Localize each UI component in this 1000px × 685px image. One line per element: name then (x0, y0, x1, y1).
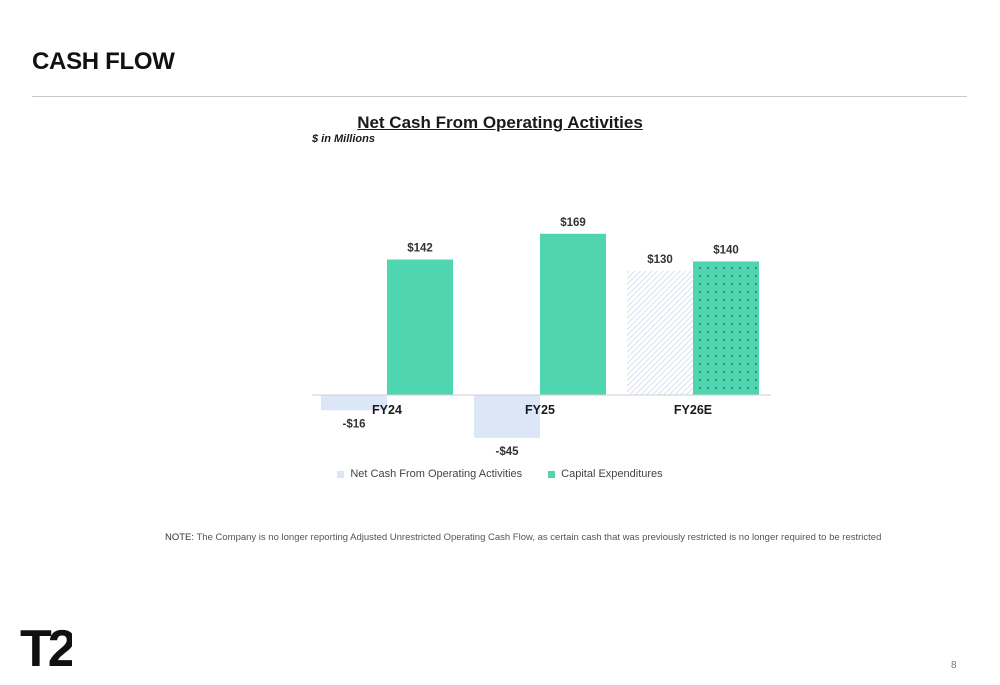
legend-label-operating: Net Cash From Operating Activities (350, 468, 523, 480)
data-label-operating-fy25: -$45 (495, 446, 519, 458)
legend-swatch-capex (548, 470, 556, 478)
bar-operating-fy24 (321, 395, 387, 411)
legend-item-operating: Net Cash From Operating Activities (337, 468, 522, 480)
bar-capex-fy24 (387, 259, 453, 395)
title-divider (32, 96, 967, 97)
data-label-operating-fy24: -$16 (342, 418, 365, 430)
bar-operating-fy26e (627, 270, 693, 395)
page-title: CASH FLOW (32, 48, 175, 75)
chart-title: Net Cash From Operating Activities (357, 113, 643, 132)
x-tick-label-fy25: FY25 (525, 403, 555, 417)
bar-capex-fy25 (540, 233, 606, 395)
t2-logo: T2 (20, 620, 72, 668)
legend-label-capex: Capital Expenditures (561, 468, 663, 480)
legend-item-capex: Capital Expenditures (548, 468, 663, 480)
bar-capex-fy26e (693, 261, 759, 395)
footnote-text: The Company is no longer reporting Adjus… (196, 532, 882, 543)
x-tick-label-fy24: FY24 (372, 403, 402, 417)
page-number: 8 (951, 660, 957, 671)
bar-operating-fy25 (474, 395, 540, 438)
data-label-capex-fy26e: $140 (713, 244, 739, 256)
logo-text: T2 (20, 620, 72, 668)
data-label-capex-fy25: $169 (560, 217, 586, 229)
footnote: NOTE: The Company is no longer reporting… (165, 532, 881, 543)
footnote-label: NOTE: (165, 532, 195, 543)
chart-subtitle: $ in Millions (312, 133, 375, 145)
data-label-operating-fy26e: $130 (647, 254, 673, 266)
data-label-capex-fy24: $142 (407, 243, 433, 255)
x-tick-label-fy26e: FY26E (674, 403, 712, 417)
legend-swatch-operating (337, 470, 345, 478)
chart-legend: Net Cash From Operating Activities Capit… (0, 468, 1000, 480)
